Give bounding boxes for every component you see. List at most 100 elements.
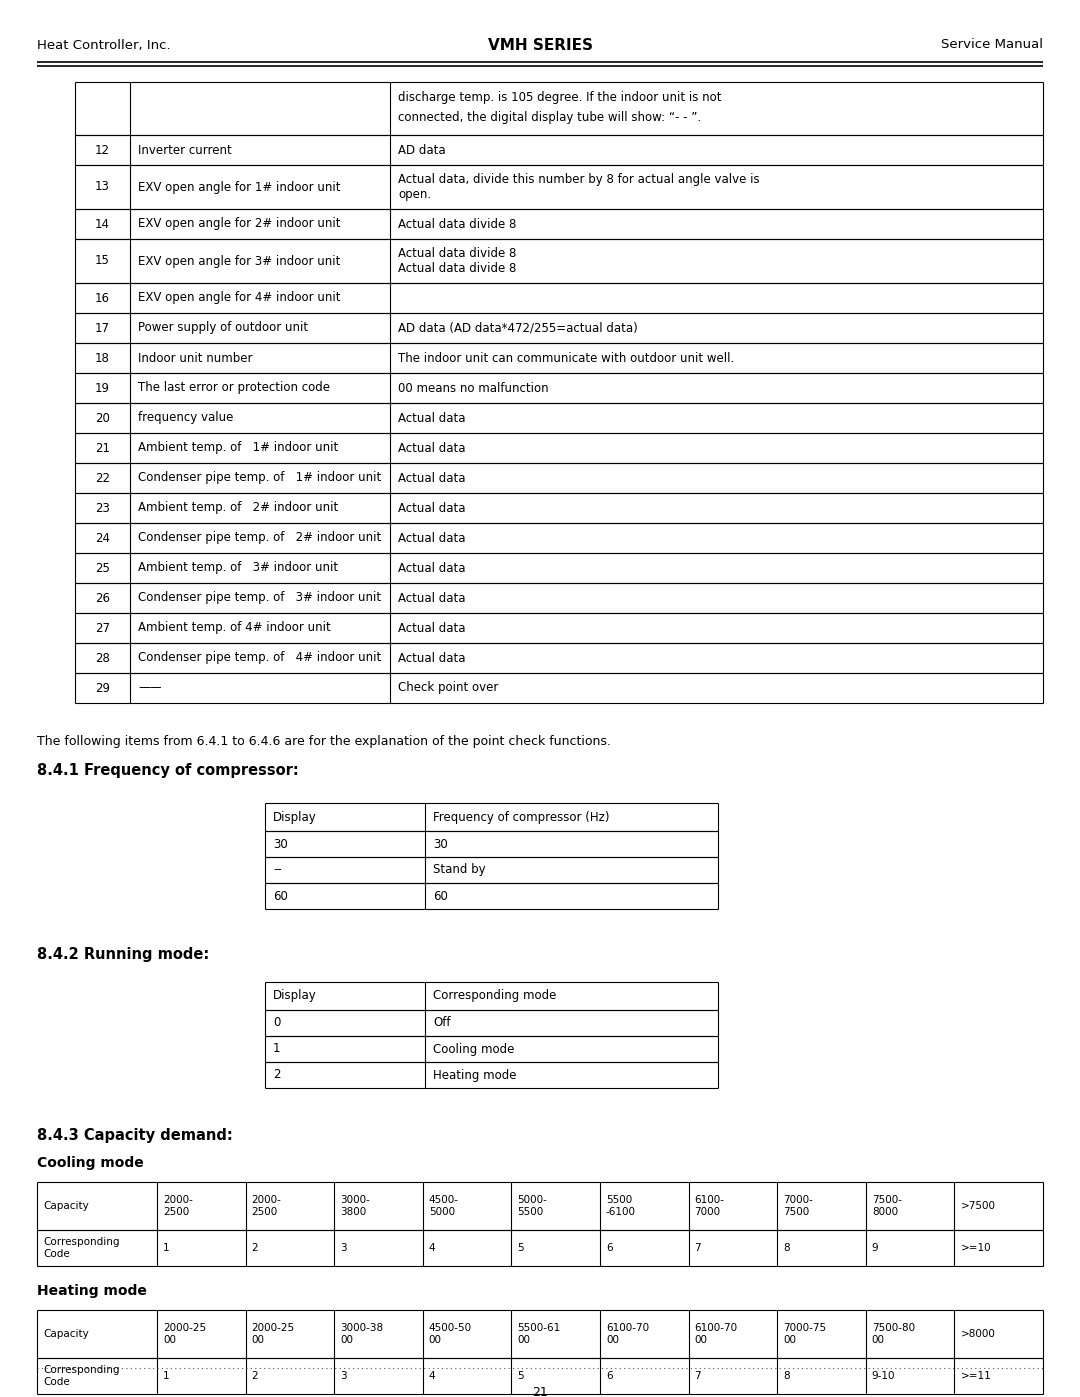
Text: 1: 1 — [163, 1370, 170, 1382]
Text: 30: 30 — [273, 837, 287, 851]
Text: Actual data: Actual data — [399, 441, 465, 454]
Text: Ambient temp. of   3# indoor unit: Ambient temp. of 3# indoor unit — [138, 562, 338, 574]
Text: 2: 2 — [252, 1370, 258, 1382]
Text: Condenser pipe temp. of   1# indoor unit: Condenser pipe temp. of 1# indoor unit — [138, 472, 381, 485]
Text: Actual data divide 8
Actual data divide 8: Actual data divide 8 Actual data divide … — [399, 247, 516, 275]
Text: 6100-
7000: 6100- 7000 — [694, 1196, 725, 1217]
Text: 5500-61
00: 5500-61 00 — [517, 1323, 561, 1345]
Text: 20: 20 — [95, 412, 110, 425]
Text: The indoor unit can communicate with outdoor unit well.: The indoor unit can communicate with out… — [399, 352, 734, 365]
Text: 7: 7 — [694, 1370, 701, 1382]
Text: Actual data: Actual data — [399, 591, 465, 605]
Text: 5: 5 — [517, 1243, 524, 1253]
Text: 9: 9 — [872, 1243, 878, 1253]
Text: 3000-
3800: 3000- 3800 — [340, 1196, 370, 1217]
Text: 8: 8 — [783, 1370, 789, 1382]
Text: 2000-25
00: 2000-25 00 — [163, 1323, 206, 1345]
Text: 8.4.3 Capacity demand:: 8.4.3 Capacity demand: — [37, 1127, 233, 1143]
Text: Capacity: Capacity — [43, 1201, 89, 1211]
Text: Actual data: Actual data — [399, 562, 465, 574]
Text: 2: 2 — [273, 1069, 281, 1081]
Text: 9-10: 9-10 — [872, 1370, 895, 1382]
Text: Indoor unit number: Indoor unit number — [138, 352, 253, 365]
Text: Condenser pipe temp. of   3# indoor unit: Condenser pipe temp. of 3# indoor unit — [138, 591, 381, 605]
Text: 28: 28 — [95, 651, 110, 665]
Text: EXV open angle for 3# indoor unit: EXV open angle for 3# indoor unit — [138, 254, 340, 267]
Text: Actual data: Actual data — [399, 472, 465, 485]
Text: AD data (AD data*472/255=actual data): AD data (AD data*472/255=actual data) — [399, 321, 638, 334]
Text: 7000-
7500: 7000- 7500 — [783, 1196, 813, 1217]
Text: 2000-
2500: 2000- 2500 — [252, 1196, 282, 1217]
Text: 4: 4 — [429, 1243, 435, 1253]
Text: 14: 14 — [95, 218, 110, 231]
Text: VMH SERIES: VMH SERIES — [487, 38, 593, 53]
Text: Actual data: Actual data — [399, 622, 465, 634]
Text: Actual data: Actual data — [399, 651, 465, 665]
Text: Corresponding
Code: Corresponding Code — [43, 1238, 120, 1259]
Text: AD data: AD data — [399, 144, 446, 156]
Text: 23: 23 — [95, 502, 110, 514]
Text: EXV open angle for 4# indoor unit: EXV open angle for 4# indoor unit — [138, 292, 340, 305]
Text: Ambient temp. of   1# indoor unit: Ambient temp. of 1# indoor unit — [138, 441, 338, 454]
Text: 2000-
2500: 2000- 2500 — [163, 1196, 193, 1217]
Text: 4: 4 — [429, 1370, 435, 1382]
Text: 7: 7 — [694, 1243, 701, 1253]
Text: 2000-25
00: 2000-25 00 — [252, 1323, 295, 1345]
Text: Check point over: Check point over — [399, 682, 498, 694]
Text: Corresponding mode: Corresponding mode — [433, 989, 556, 1003]
Text: Heating mode: Heating mode — [433, 1069, 516, 1081]
Text: 7500-
8000: 7500- 8000 — [872, 1196, 902, 1217]
Text: Condenser pipe temp. of   2# indoor unit: Condenser pipe temp. of 2# indoor unit — [138, 531, 381, 545]
Text: Cooling mode: Cooling mode — [433, 1042, 514, 1056]
Text: 5500
-6100: 5500 -6100 — [606, 1196, 636, 1217]
Text: 27: 27 — [95, 622, 110, 634]
Text: 2: 2 — [252, 1243, 258, 1253]
Text: 60: 60 — [433, 890, 448, 902]
Text: 8: 8 — [783, 1243, 789, 1253]
Text: frequency value: frequency value — [138, 412, 233, 425]
Text: 0: 0 — [273, 1017, 281, 1030]
Text: --: -- — [273, 863, 282, 876]
Text: Power supply of outdoor unit: Power supply of outdoor unit — [138, 321, 308, 334]
Text: 6: 6 — [606, 1243, 612, 1253]
Text: ——: —— — [138, 682, 162, 694]
Text: Heating mode: Heating mode — [37, 1284, 147, 1298]
Text: 22: 22 — [95, 472, 110, 485]
Text: >=10: >=10 — [960, 1243, 991, 1253]
Text: Display: Display — [273, 810, 316, 823]
Text: 5000-
5500: 5000- 5500 — [517, 1196, 548, 1217]
Text: 24: 24 — [95, 531, 110, 545]
Text: The last error or protection code: The last error or protection code — [138, 381, 330, 394]
Text: Service Manual: Service Manual — [941, 39, 1043, 52]
Text: EXV open angle for 1# indoor unit: EXV open angle for 1# indoor unit — [138, 180, 340, 194]
Text: 5: 5 — [517, 1370, 524, 1382]
Text: >7500: >7500 — [960, 1201, 996, 1211]
Text: 4500-50
00: 4500-50 00 — [429, 1323, 472, 1345]
Text: 21: 21 — [95, 441, 110, 454]
Text: EXV open angle for 2# indoor unit: EXV open angle for 2# indoor unit — [138, 218, 340, 231]
Text: 7500-80
00: 7500-80 00 — [872, 1323, 915, 1345]
Text: 15: 15 — [95, 254, 110, 267]
Text: Actual data divide 8: Actual data divide 8 — [399, 218, 516, 231]
Text: Heat Controller, Inc.: Heat Controller, Inc. — [37, 39, 171, 52]
Text: 7000-75
00: 7000-75 00 — [783, 1323, 826, 1345]
Text: Ambient temp. of   2# indoor unit: Ambient temp. of 2# indoor unit — [138, 502, 338, 514]
Text: Inverter current: Inverter current — [138, 144, 232, 156]
Text: 29: 29 — [95, 682, 110, 694]
Text: Ambient temp. of 4# indoor unit: Ambient temp. of 4# indoor unit — [138, 622, 330, 634]
Text: 3000-38
00: 3000-38 00 — [340, 1323, 383, 1345]
Text: Actual data, divide this number by 8 for actual angle valve is
open.: Actual data, divide this number by 8 for… — [399, 173, 759, 201]
Text: Stand by: Stand by — [433, 863, 486, 876]
Text: 3: 3 — [340, 1370, 347, 1382]
Text: 8.4.1 Frequency of compressor:: 8.4.1 Frequency of compressor: — [37, 763, 299, 778]
Text: >8000: >8000 — [960, 1329, 996, 1338]
Text: 8.4.2 Running mode:: 8.4.2 Running mode: — [37, 947, 210, 963]
Text: Condenser pipe temp. of   4# indoor unit: Condenser pipe temp. of 4# indoor unit — [138, 651, 381, 665]
Text: Actual data: Actual data — [399, 412, 465, 425]
Text: Off: Off — [433, 1017, 450, 1030]
Text: 30: 30 — [433, 837, 448, 851]
Text: discharge temp. is 105 degree. If the indoor unit is not: discharge temp. is 105 degree. If the in… — [399, 91, 721, 105]
Text: The following items from 6.4.1 to 6.4.6 are for the explanation of the point che: The following items from 6.4.1 to 6.4.6 … — [37, 735, 611, 747]
Text: 17: 17 — [95, 321, 110, 334]
Text: 6100-70
00: 6100-70 00 — [694, 1323, 738, 1345]
